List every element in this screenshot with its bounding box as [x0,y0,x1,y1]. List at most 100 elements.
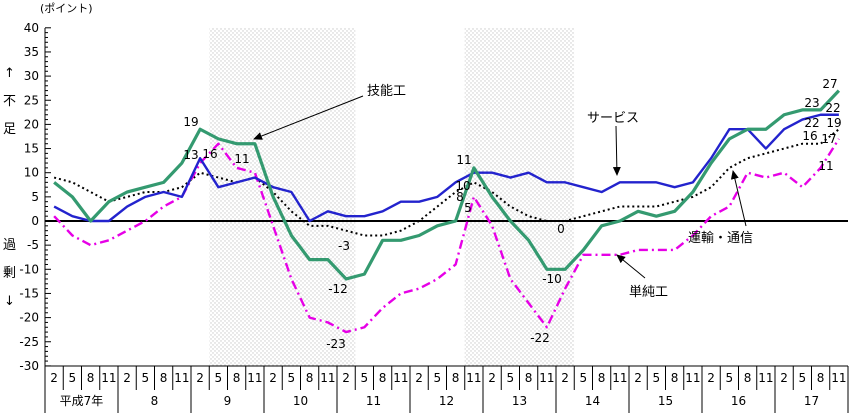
point-label: 11 [456,153,471,167]
month-label: 8 [160,371,168,385]
point-label: 8 [456,190,464,204]
recession-band [464,28,575,366]
y-tick-label: 10 [24,166,39,180]
annotation-arrow-transport [730,170,747,227]
month-label: 11 [685,371,700,385]
month-label: 8 [233,371,241,385]
month-label: 2 [269,371,277,385]
shortage-direction-label: ↑ 不 足 [3,66,17,137]
point-label: 27 [822,77,837,91]
month-label: 5 [580,371,588,385]
y-tick-label: -10 [19,262,39,276]
month-label: 11 [101,371,116,385]
annotation-arrow-simple [616,254,646,279]
month-label: 5 [726,371,734,385]
point-label: 11 [818,159,833,173]
y-axis-unit-label: (ポイント) [40,2,93,15]
month-label: 5 [69,371,77,385]
series-service-workers [53,113,839,223]
month-label: 5 [361,371,369,385]
month-label: 5 [142,371,150,385]
month-label: 8 [306,371,314,385]
point-label: 5 [464,201,472,215]
year-label: 平成7年 [60,394,104,408]
month-label: 2 [561,371,569,385]
series-label-service-workers: サービス [587,111,640,126]
year-label: 11 [366,394,381,408]
year-label: 10 [293,394,308,408]
month-label: 8 [817,371,825,385]
y-tick-label: -15 [19,286,39,300]
month-label: 2 [196,371,204,385]
point-label: -3 [338,239,350,253]
point-label: -23 [326,337,346,351]
year-label: 15 [658,394,673,408]
point-label: -12 [328,282,348,296]
month-label: 11 [758,371,773,385]
month-label: 2 [342,371,350,385]
month-label: 8 [379,371,387,385]
y-tick-label: 5 [31,190,39,204]
month-label: 2 [634,371,642,385]
month-label: 11 [831,371,846,385]
recession-band [209,28,356,366]
month-label: 8 [87,371,95,385]
month-label: 5 [215,371,223,385]
point-label: 11 [234,152,249,166]
month-label: 5 [288,371,296,385]
month-label: 11 [612,371,627,385]
month-label: 2 [123,371,131,385]
month-label: 11 [174,371,189,385]
month-label: 5 [799,371,807,385]
y-tick-label: 30 [24,69,39,83]
point-label: -10 [542,272,562,286]
year-label: 16 [731,394,746,408]
point-label: 22 [804,116,819,130]
series-label-transport-communication: 運輸・通信 [688,231,754,246]
month-label: 2 [780,371,788,385]
point-label: 16 [802,129,817,143]
point-label: 0 [557,222,565,236]
year-label: 17 [804,394,819,408]
y-tick-label: 25 [24,93,39,107]
y-tick-label: 0 [31,214,39,228]
month-label: 11 [393,371,408,385]
y-tick-label: -20 [19,311,39,325]
point-label: 23 [804,96,819,110]
point-label: 13 [183,148,198,162]
y-tick-label: 35 [24,45,39,59]
point-label: 16 [202,147,217,161]
y-tick-label: 40 [24,21,39,35]
month-label: 11 [466,371,481,385]
point-label: -22 [530,331,550,345]
month-label: 11 [247,371,262,385]
y-tick-label: 20 [24,117,39,131]
surplus-direction-label: 過 剰 ↓ [3,238,17,309]
point-label: 19 [826,116,841,130]
year-label: 9 [224,394,232,408]
point-label: 10 [455,179,470,193]
month-label: 8 [744,371,752,385]
month-label: 5 [507,371,515,385]
month-label: 5 [653,371,661,385]
month-label: 8 [671,371,679,385]
y-tick-label: 15 [24,142,39,156]
month-label: 11 [539,371,554,385]
month-label: 2 [488,371,496,385]
series-transport-communication [53,128,840,237]
annotation-arrow-service [612,125,621,176]
month-label: 2 [707,371,715,385]
point-label: 19 [183,115,198,129]
y-tick-label: -25 [19,335,39,349]
year-label: 13 [512,394,527,408]
point-label: 22 [825,101,840,115]
year-label: 12 [439,394,454,408]
year-label: 8 [151,394,159,408]
month-label: 5 [434,371,442,385]
month-label: 11 [320,371,335,385]
month-label: 2 [50,371,58,385]
month-label: 8 [452,371,460,385]
month-label: 8 [598,371,606,385]
